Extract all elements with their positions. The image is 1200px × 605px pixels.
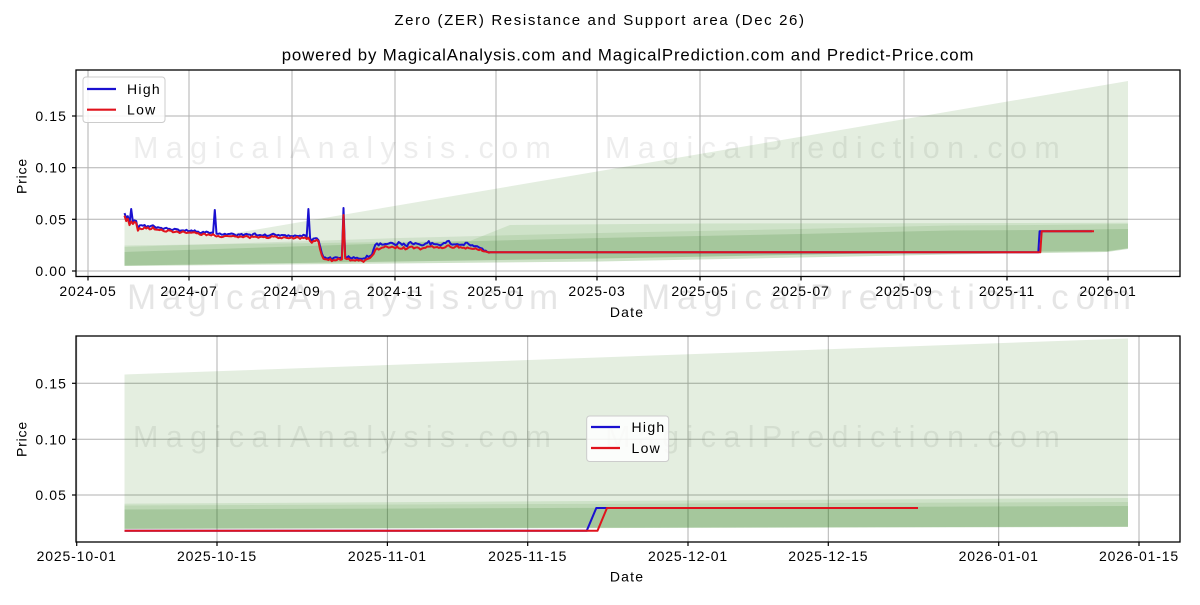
svg-text:Date: Date	[610, 304, 644, 320]
svg-text:2025-10-15: 2025-10-15	[177, 548, 257, 564]
svg-text:2025-12-01: 2025-12-01	[648, 548, 728, 564]
svg-text:0.10: 0.10	[35, 160, 67, 176]
svg-text:2026-01-15: 2026-01-15	[1099, 548, 1179, 564]
svg-text:2025-01: 2025-01	[467, 283, 524, 299]
svg-text:MagicalPrediction.com: MagicalPrediction.com	[641, 278, 1138, 317]
svg-text:Zero (ZER) Resistance and Supp: Zero (ZER) Resistance and Support area (…	[394, 12, 805, 29]
svg-text:High: High	[127, 81, 161, 97]
svg-text:2025-09: 2025-09	[875, 283, 932, 299]
svg-text:MagicalPrediction.com: MagicalPrediction.com	[605, 131, 1067, 165]
svg-text:2026-01: 2026-01	[1079, 283, 1136, 299]
svg-text:0.15: 0.15	[35, 375, 67, 391]
svg-text:2025-03: 2025-03	[568, 283, 625, 299]
svg-text:2024-11: 2024-11	[367, 283, 423, 299]
svg-text:2026-01-01: 2026-01-01	[959, 548, 1039, 564]
svg-text:2025-05: 2025-05	[671, 283, 728, 299]
svg-text:Low: Low	[632, 440, 662, 456]
svg-text:MagicalAnalysis.com: MagicalAnalysis.com	[127, 278, 564, 317]
svg-text:0.15: 0.15	[35, 108, 67, 124]
svg-text:2024-05: 2024-05	[59, 283, 116, 299]
svg-text:2025-10-01: 2025-10-01	[37, 548, 117, 564]
svg-text:2025-12-15: 2025-12-15	[788, 548, 868, 564]
svg-text:powered by MagicalAnalysis.com: powered by MagicalAnalysis.com and Magic…	[282, 46, 975, 65]
svg-text:2024-09: 2024-09	[263, 283, 320, 299]
svg-text:0.05: 0.05	[35, 487, 67, 503]
svg-text:2025-11-15: 2025-11-15	[488, 548, 567, 564]
svg-text:0.10: 0.10	[35, 431, 67, 447]
svg-text:MagicalAnalysis.com: MagicalAnalysis.com	[133, 131, 558, 165]
svg-text:0.00: 0.00	[35, 263, 67, 279]
svg-text:Price: Price	[14, 421, 30, 457]
svg-text:Low: Low	[127, 102, 157, 118]
svg-text:Price: Price	[14, 158, 30, 194]
svg-text:2024-07: 2024-07	[160, 283, 217, 299]
svg-text:MagicalPrediction.com: MagicalPrediction.com	[605, 420, 1067, 454]
svg-text:2025-11: 2025-11	[979, 283, 1035, 299]
svg-text:2025-11-01: 2025-11-01	[348, 548, 427, 564]
svg-text:2025-07: 2025-07	[772, 283, 829, 299]
svg-text:High: High	[632, 419, 666, 435]
svg-text:Date: Date	[610, 569, 644, 585]
svg-text:0.05: 0.05	[35, 211, 67, 227]
svg-text:MagicalAnalysis.com: MagicalAnalysis.com	[133, 420, 558, 454]
